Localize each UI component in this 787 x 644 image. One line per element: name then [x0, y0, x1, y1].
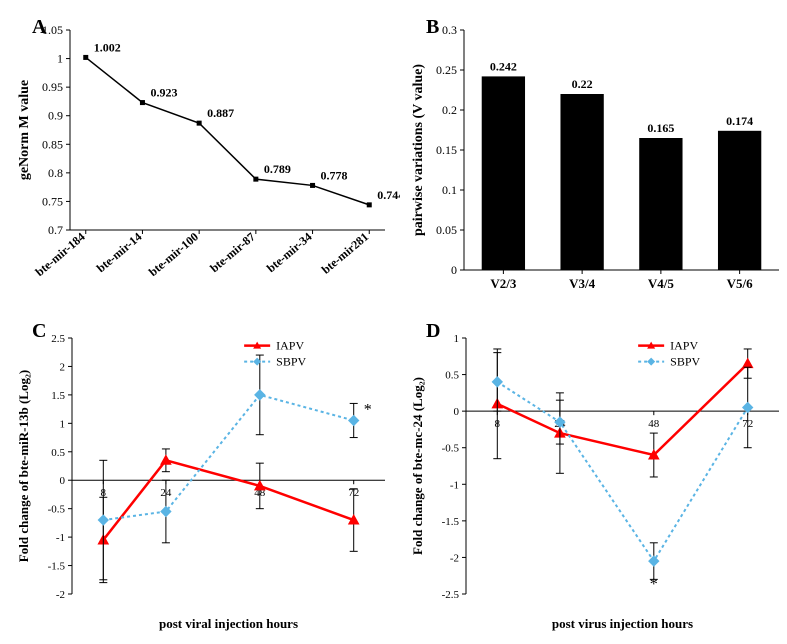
svg-text:0.95: 0.95 — [42, 80, 63, 94]
svg-text:0: 0 — [60, 475, 66, 487]
svg-text:0.5: 0.5 — [51, 447, 65, 459]
svg-text:bte-mir-100: bte-mir-100 — [146, 230, 201, 279]
svg-text:IAPV: IAPV — [276, 339, 304, 353]
panel-d: D -2.5-2-1.5-1-0.500.518244872*IAPVSBPVp… — [404, 314, 787, 634]
chart-d-svg: -2.5-2-1.5-1-0.500.518244872*IAPVSBPVpos… — [404, 314, 787, 634]
svg-text:post viral injection hours: post viral injection hours — [159, 616, 298, 631]
svg-text:Fold change of bte-miR-13b (L: Fold change of bte-miR-13b (Log₂) — [16, 370, 31, 562]
svg-text:0.1: 0.1 — [442, 183, 457, 197]
panel-c-label: C — [32, 320, 46, 343]
svg-text:pairwise variations (V value): pairwise variations (V value) — [411, 64, 426, 236]
svg-text:0.789: 0.789 — [264, 162, 291, 176]
chart-a-svg: 0.70.750.80.850.90.9511.05bte-mir-184bte… — [10, 10, 400, 310]
svg-text:0.242: 0.242 — [490, 59, 517, 73]
svg-text:bte-mir-87: bte-mir-87 — [207, 230, 258, 276]
svg-text:*: * — [364, 401, 372, 418]
svg-text:0.744: 0.744 — [377, 188, 400, 202]
svg-text:0.7: 0.7 — [48, 223, 63, 237]
svg-text:1: 1 — [454, 333, 460, 345]
svg-text:0.778: 0.778 — [321, 168, 348, 182]
svg-text:SBPV: SBPV — [276, 355, 306, 369]
svg-text:0.22: 0.22 — [572, 77, 593, 91]
svg-text:0.165: 0.165 — [647, 121, 674, 135]
svg-text:geNorm M value: geNorm M value — [17, 80, 32, 180]
svg-text:1: 1 — [60, 418, 66, 430]
chart-c-svg: -2-1.5-1-0.500.511.522.58244872*IAPVSBPV… — [10, 314, 400, 634]
svg-text:0.9: 0.9 — [48, 109, 63, 123]
svg-text:-1: -1 — [450, 479, 459, 491]
svg-text:48: 48 — [648, 418, 660, 430]
svg-text:-2.5: -2.5 — [442, 589, 460, 601]
panel-c: C -2-1.5-1-0.500.511.522.58244872*IAPVSB… — [10, 314, 400, 634]
svg-text:-1.5: -1.5 — [442, 516, 460, 528]
svg-text:0.25: 0.25 — [436, 63, 457, 77]
svg-text:Fold change of bte-mc-24 (Log: Fold change of bte-mc-24 (Log₂) — [410, 377, 425, 555]
svg-text:bte-mir281: bte-mir281 — [319, 230, 371, 277]
svg-text:0.85: 0.85 — [42, 137, 63, 151]
svg-text:V2/3: V2/3 — [490, 276, 517, 291]
svg-text:1: 1 — [57, 52, 63, 66]
svg-text:bte-mir-34: bte-mir-34 — [264, 230, 315, 276]
svg-text:post virus injection hours: post virus injection hours — [552, 616, 693, 631]
svg-text:-2: -2 — [56, 589, 65, 601]
svg-text:0.923: 0.923 — [150, 86, 177, 100]
panel-b-label: B — [426, 16, 439, 39]
svg-text:-1: -1 — [56, 532, 65, 544]
panel-a: A 0.70.750.80.850.90.9511.05bte-mir-184b… — [10, 10, 400, 310]
svg-text:0: 0 — [451, 263, 457, 277]
panel-d-label: D — [426, 320, 440, 343]
svg-text:0.2: 0.2 — [442, 103, 457, 117]
svg-text:SBPV: SBPV — [670, 355, 700, 369]
svg-text:*: * — [650, 576, 658, 593]
svg-text:0.8: 0.8 — [48, 166, 63, 180]
svg-text:2.5: 2.5 — [51, 333, 65, 345]
svg-text:0.887: 0.887 — [207, 106, 234, 120]
svg-text:0: 0 — [454, 406, 460, 418]
svg-text:0.75: 0.75 — [42, 194, 63, 208]
svg-text:2: 2 — [60, 361, 66, 373]
svg-text:-0.5: -0.5 — [48, 504, 66, 516]
svg-text:0.05: 0.05 — [436, 223, 457, 237]
svg-text:0.174: 0.174 — [726, 114, 753, 128]
svg-text:-0.5: -0.5 — [442, 443, 460, 455]
panel-a-label: A — [32, 16, 46, 39]
svg-text:V5/6: V5/6 — [727, 276, 754, 291]
svg-text:-1.5: -1.5 — [48, 561, 66, 573]
svg-text:IAPV: IAPV — [670, 339, 698, 353]
svg-text:1.002: 1.002 — [94, 40, 121, 54]
svg-text:0.5: 0.5 — [445, 370, 459, 382]
svg-text:bte-mir-14: bte-mir-14 — [94, 230, 145, 276]
svg-text:V3/4: V3/4 — [569, 276, 596, 291]
svg-text:1.5: 1.5 — [51, 390, 65, 402]
svg-text:0.3: 0.3 — [442, 23, 457, 37]
svg-text:-2: -2 — [450, 552, 459, 564]
panel-b: B 0 0.05 0.1 0.15 0.2 0.25 0.3 0.242 V2/3 0.22 V3/… — [404, 10, 787, 310]
chart-b-svg: 0 0.05 0.1 0.15 0.2 0.25 0.3 0.242 V2/3 0.22 V3/4 0… — [404, 10, 787, 310]
svg-text:0.15: 0.15 — [436, 143, 457, 157]
svg-text:V4/5: V4/5 — [648, 276, 675, 291]
